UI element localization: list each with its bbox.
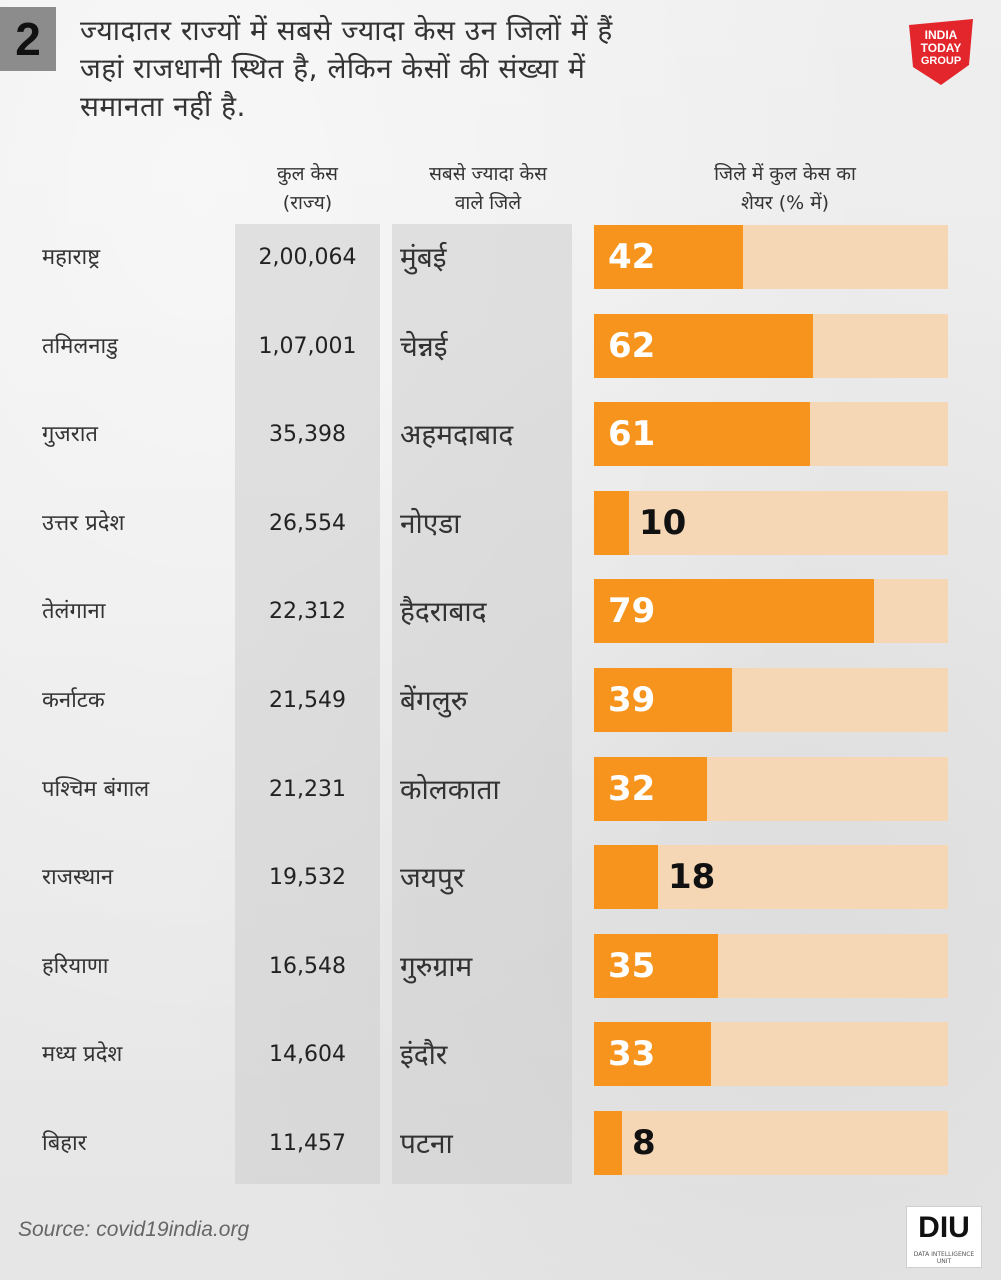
share-bar — [594, 225, 743, 289]
row-total-cases: 21,549 — [269, 688, 346, 713]
share-bar — [594, 757, 707, 821]
row-total-cases: 11,457 — [269, 1131, 346, 1156]
diu-logo-subtext: DATA INTELLIGENCE UNIT — [913, 1251, 975, 1265]
row-total-cases: 22,312 — [269, 599, 346, 624]
share-bar — [594, 402, 810, 466]
headline-line-2: जहां राजधानी स्थित है, लेकिन केसों की सं… — [80, 52, 586, 85]
share-value-label: 18 — [668, 857, 716, 897]
row-district-label: अहमदाबाद — [400, 418, 514, 451]
headline-line-1: ज्यादातर राज्यों में सबसे ज्यादा केस उन … — [80, 14, 613, 47]
share-value-label: 42 — [608, 237, 656, 277]
share-bar-track: 32 — [594, 757, 948, 821]
row-total-cases: 2,00,064 — [258, 245, 357, 270]
row-state-label: उत्तर प्रदेश — [42, 511, 125, 536]
row-state-label: राजस्थान — [42, 865, 114, 890]
row-district-label: इंदौर — [400, 1038, 448, 1071]
source-note: Source: covid19india.org — [18, 1218, 250, 1241]
share-bar-track: 18 — [594, 845, 948, 909]
row-total-cases: 26,554 — [269, 511, 346, 536]
column-header-total-line-2: (राज्य) — [282, 192, 333, 214]
india-today-group-logo: INDIA TODAY GROUP — [909, 19, 973, 85]
share-bar-track: 62 — [594, 314, 948, 378]
column-header-district: सबसे ज्यादा केस वाले जिले — [388, 160, 588, 218]
row-state-label: पश्चिम बंगाल — [42, 777, 150, 802]
row-state-label: मध्य प्रदेश — [42, 1042, 123, 1067]
row-district-label: मुंबई — [400, 241, 447, 274]
share-bar — [594, 845, 658, 909]
share-bar-track: 61 — [594, 402, 948, 466]
column-header-total: कुल केस (राज्य) — [235, 160, 380, 218]
share-bar-track: 35 — [594, 934, 948, 998]
logo-line-3: GROUP — [921, 55, 961, 67]
share-value-label: 39 — [608, 680, 656, 720]
share-value-label: 10 — [639, 503, 687, 543]
total-column-background — [235, 224, 380, 1184]
share-value-label: 32 — [608, 769, 656, 809]
column-header-district-line-2: वाले जिले — [454, 192, 522, 214]
share-value-label: 35 — [608, 946, 656, 986]
row-district-label: बेंगलुरु — [400, 684, 468, 717]
column-header-share-line-2: शेयर (% में) — [740, 192, 830, 214]
diu-logo-text: DIU — [918, 1211, 970, 1244]
share-bar — [594, 1111, 622, 1175]
share-bar — [594, 934, 718, 998]
column-header-district-line-1: सबसे ज्यादा केस — [429, 163, 547, 185]
headline-line-3: समानता नहीं है. — [80, 90, 246, 123]
headline: ज्यादातर राज्यों में सबसे ज्यादा केस उन … — [80, 12, 860, 126]
share-value-label: 61 — [608, 414, 656, 454]
row-district-label: जयपुर — [400, 861, 465, 894]
row-district-label: गुरुग्राम — [400, 950, 473, 983]
share-bar — [594, 668, 732, 732]
row-total-cases: 35,398 — [269, 422, 346, 447]
row-total-cases: 21,231 — [269, 777, 346, 802]
share-bar-track: 42 — [594, 225, 948, 289]
share-value-label: 8 — [632, 1123, 656, 1163]
row-total-cases: 1,07,001 — [258, 334, 357, 359]
logo-line-2: TODAY — [921, 41, 962, 55]
share-bar-track: 39 — [594, 668, 948, 732]
share-bar — [594, 579, 874, 643]
row-state-label: महाराष्ट्र — [42, 245, 101, 270]
column-header-share-line-1: जिले में कुल केस का — [714, 163, 856, 185]
district-column-background — [392, 224, 572, 1184]
row-state-label: तेलंगाना — [42, 599, 106, 624]
column-header-share: जिले में कुल केस का शेयर (% में) — [640, 160, 930, 218]
share-bar — [594, 1022, 711, 1086]
share-bar-track: 33 — [594, 1022, 948, 1086]
share-bar-track: 8 — [594, 1111, 948, 1175]
row-state-label: गुजरात — [42, 422, 98, 447]
section-number-badge: 2 — [0, 7, 56, 71]
row-total-cases: 14,604 — [269, 1042, 346, 1067]
row-state-label: तमिलनाडु — [42, 334, 118, 359]
share-bar-track: 10 — [594, 491, 948, 555]
share-bar — [594, 314, 813, 378]
share-value-label: 33 — [608, 1034, 656, 1074]
share-bar-track: 79 — [594, 579, 948, 643]
share-value-label: 62 — [608, 326, 656, 366]
row-state-label: हरियाणा — [42, 954, 109, 979]
row-district-label: चेन्नई — [400, 330, 448, 363]
share-value-label: 79 — [608, 591, 656, 631]
logo-shape — [909, 19, 973, 85]
row-state-label: कर्नाटक — [42, 688, 105, 713]
column-header-total-line-1: कुल केस — [277, 163, 338, 185]
row-district-label: नोएडा — [400, 507, 461, 540]
share-bar — [594, 491, 629, 555]
row-total-cases: 16,548 — [269, 954, 346, 979]
logo-line-1: INDIA — [925, 28, 958, 42]
row-total-cases: 19,532 — [269, 865, 346, 890]
diu-logo: DIU DATA INTELLIGENCE UNIT — [906, 1206, 982, 1268]
row-district-label: हैदराबाद — [400, 595, 487, 628]
row-district-label: कोलकाता — [400, 773, 500, 806]
row-state-label: बिहार — [42, 1131, 87, 1156]
row-district-label: पटना — [400, 1127, 453, 1160]
